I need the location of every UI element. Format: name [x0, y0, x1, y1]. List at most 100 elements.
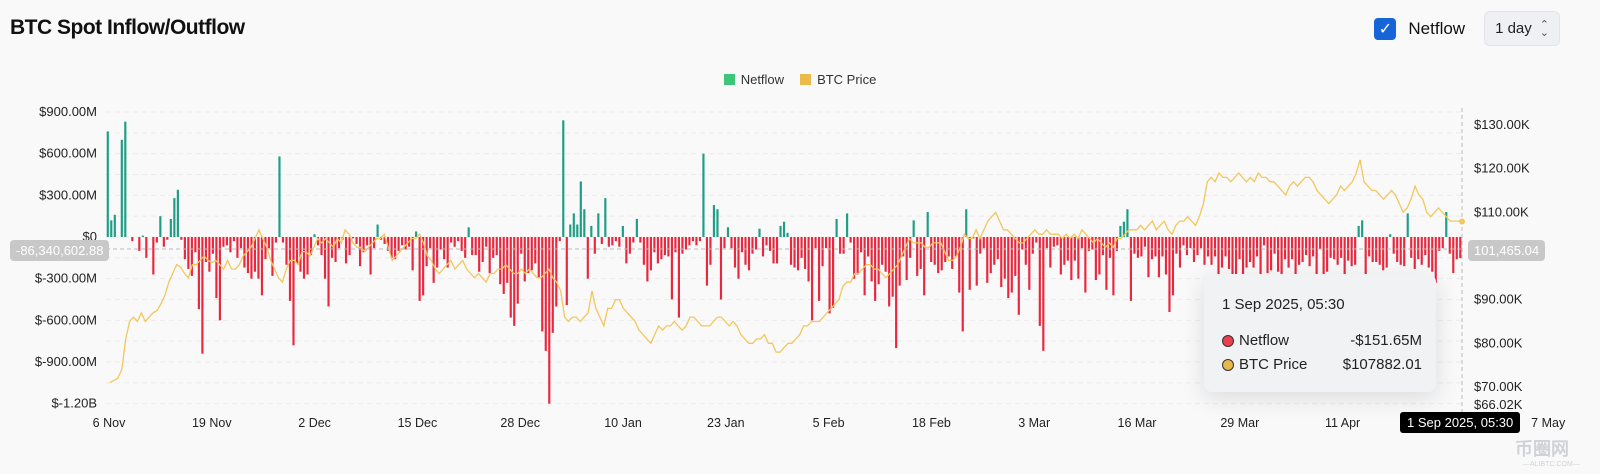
netflow-checkbox[interactable]: ✓: [1374, 17, 1397, 40]
x-tick-label: 2 Dec: [298, 416, 331, 430]
netflow-bar: [397, 237, 400, 251]
netflow-bar: [656, 237, 659, 264]
netflow-bar: [383, 237, 386, 244]
netflow-bar: [232, 237, 236, 242]
y-left-tick-label: $-300.00M: [35, 271, 97, 286]
netflow-bar: [684, 237, 688, 250]
netflow-bar: [355, 237, 358, 244]
y-left-tick-label: $-900.00M: [35, 354, 97, 369]
netflow-bar: [1434, 237, 1437, 283]
tooltip-row-btc-price: BTC Price $107882.01: [1222, 356, 1422, 373]
netflow-bar: [362, 237, 365, 253]
netflow-bar: [972, 237, 975, 239]
netflow-bar: [1147, 237, 1150, 278]
netflow-bar: [576, 224, 579, 237]
netflow-bar: [1368, 237, 1371, 257]
netflow-bar: [1007, 237, 1010, 299]
netflow-bar: [1417, 237, 1420, 260]
netflow-bar: [1371, 237, 1374, 262]
netflow-bar: [323, 237, 327, 279]
legend-swatch-netflow: [723, 74, 735, 85]
crosshair-x-value: 1 Sep 2025, 05:30: [1400, 412, 1521, 433]
netflow-bar: [765, 237, 768, 246]
netflow-bar: [439, 237, 442, 250]
netflow-bar: [1403, 237, 1406, 267]
netflow-bar: [548, 237, 551, 404]
netflow-bar: [1112, 237, 1115, 296]
netflow-bar: [639, 237, 642, 243]
netflow-bar: [1308, 237, 1311, 267]
legend-item-netflow[interactable]: Netflow: [723, 72, 784, 87]
netflow-bar: [597, 213, 600, 237]
netflow-bar: [1280, 237, 1283, 276]
netflow-bar: [1042, 237, 1045, 351]
netflow-bar: [1063, 237, 1066, 265]
netflow-bar: [1459, 237, 1462, 259]
netflow-bar: [733, 237, 737, 268]
netflow-bar: [422, 237, 425, 296]
netflow-bar: [120, 139, 123, 237]
tooltip-btc-price-label: BTC Price: [1239, 356, 1308, 373]
netflow-bar: [1382, 237, 1385, 271]
netflow-bar: [541, 237, 544, 332]
netflow-bar: [782, 221, 786, 237]
netflow-bar: [534, 237, 537, 264]
tooltip-netflow-label: Netflow: [1239, 332, 1290, 349]
netflow-bar: [201, 237, 204, 354]
netflow-bar: [159, 216, 162, 237]
netflow-bar: [1178, 237, 1182, 268]
netflow-bar: [1315, 237, 1318, 279]
netflow-bar: [562, 120, 565, 237]
netflow-bar: [737, 237, 740, 279]
netflow-bar: [471, 237, 474, 256]
netflow-bar: [1277, 237, 1280, 272]
netflow-bar: [1224, 237, 1227, 257]
y-axis-right: $130.00K $120.00K $110.00K $90.00K $80.00K $7…: [1474, 117, 1530, 412]
netflow-bar: [747, 237, 751, 271]
netflow-bar: [551, 237, 554, 333]
netflow-bar: [1182, 237, 1185, 246]
y-right-tick-label: $130.00K: [1474, 117, 1530, 132]
netflow-bar: [796, 237, 800, 271]
netflow-bar: [1343, 237, 1346, 276]
netflow-bar: [653, 237, 656, 253]
netflow-bar: [1056, 237, 1059, 246]
netflow-bar: [989, 237, 992, 274]
netflow-bar: [285, 237, 288, 265]
netflow-bar: [155, 237, 158, 243]
netflow-checkbox-label[interactable]: Netflow: [1408, 18, 1466, 38]
netflow-bar: [758, 228, 761, 237]
netflow-bar: [302, 237, 306, 279]
legend-item-btc-price[interactable]: BTC Price: [800, 72, 876, 87]
netflow-bar: [1385, 237, 1388, 268]
netflow-bar: [429, 237, 432, 249]
netflow-bar: [803, 237, 807, 269]
netflow-bar: [821, 237, 824, 267]
netflow-bar: [590, 225, 593, 237]
netflow-bar: [1326, 237, 1329, 272]
netflow-bar: [1101, 237, 1104, 256]
netflow-bar: [138, 237, 141, 251]
netflow-bar: [348, 237, 351, 256]
netflow-bar: [527, 237, 530, 274]
netflow-bar: [1336, 237, 1339, 265]
netflow-bar: [295, 237, 299, 264]
netflow-bar: [740, 237, 744, 253]
netflow-bar: [1119, 225, 1122, 237]
netflow-bar: [667, 237, 670, 257]
netflow-bar: [1164, 237, 1168, 275]
netflow-bar: [327, 237, 330, 307]
interval-select[interactable]: 1 day ⌃ ⌄: [1484, 11, 1560, 46]
check-icon: ✓: [1378, 20, 1393, 38]
crosshair-right-value: 101,465.04: [1468, 240, 1546, 261]
netflow-bar: [415, 231, 418, 237]
netflow-bar: [1301, 237, 1304, 262]
netflow-bar: [1024, 237, 1027, 265]
netflow-bar: [1084, 237, 1087, 293]
netflow-bar: [281, 237, 285, 243]
netflow-bar: [1161, 237, 1164, 257]
netflow-bar: [789, 237, 793, 265]
netflow-bar: [411, 237, 414, 271]
netflow-bar: [365, 237, 369, 246]
